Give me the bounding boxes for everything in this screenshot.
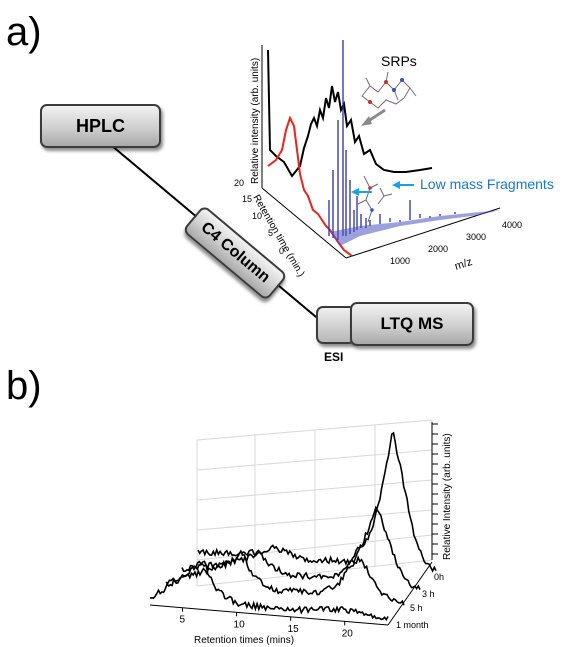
fragment-arrow-left xyxy=(351,188,372,196)
mz-tick-label: 2000 xyxy=(428,244,448,254)
mz-tick-label: 4000 xyxy=(502,220,522,230)
mz-tick-label: 3000 xyxy=(466,232,486,242)
fragment-arrow-right xyxy=(392,181,414,189)
chromatogram-series xyxy=(149,431,437,622)
retention-tick-label: 15 xyxy=(242,194,252,204)
time-tick-label: 15 xyxy=(288,624,300,635)
intensity-axis-label-b: Relative Intensity (arb. units) xyxy=(442,433,453,560)
depth-tick-label: 3 h xyxy=(422,589,435,599)
ltq-ms-box: LTQ MS xyxy=(350,302,474,346)
panel-b-label: b) xyxy=(6,364,42,408)
spectrum-axes xyxy=(261,45,501,259)
time-axis-label: Retention times (mins) xyxy=(194,635,294,646)
time-axis xyxy=(149,604,389,626)
retention-tick-label: 20 xyxy=(234,178,244,188)
depth-axis xyxy=(387,561,433,626)
panel-a-label: a) xyxy=(6,10,42,54)
depth-tick-label: 5 h xyxy=(410,603,423,613)
series-line xyxy=(197,431,437,573)
srp-molecule-icon xyxy=(361,71,417,109)
intensity-axis-label: Relative intensity (arb. units) xyxy=(250,58,261,184)
time-tick-label: 20 xyxy=(342,628,354,639)
esi-label: ESI xyxy=(324,350,344,364)
mz-axis-label: m/z xyxy=(453,256,474,273)
srp-arrow-head xyxy=(361,116,372,126)
time-tick-label: 10 xyxy=(234,619,246,630)
intensity-ticks xyxy=(432,423,438,555)
series-line xyxy=(149,560,389,622)
spectrum-baseline xyxy=(330,210,500,246)
time-ticks: 5 10 15 20 xyxy=(179,607,354,639)
retention-tick-label: 0 xyxy=(279,246,284,256)
retention-tick-label: 5 xyxy=(268,228,273,238)
mz-ticks: 1000 2000 3000 4000 xyxy=(390,220,522,266)
chromatogram-trace xyxy=(267,49,433,178)
srps-label: SRPs xyxy=(381,53,417,69)
hplc-box: HPLC xyxy=(40,104,161,148)
series-line xyxy=(181,505,421,591)
retention-tick-label: 10 xyxy=(252,211,262,221)
depth-ticks: 0h 3 h 5 h 1 month xyxy=(396,572,444,630)
depth-tick-label: 0h xyxy=(434,572,444,582)
time-tick-label: 5 xyxy=(179,615,185,626)
series-line xyxy=(165,549,405,606)
fragments-label: Low mass Fragments xyxy=(420,176,554,192)
mz-tick-label: 1000 xyxy=(390,256,410,266)
fragment-molecule-icon xyxy=(357,175,393,223)
depth-tick-label: 1 month xyxy=(396,620,429,630)
mass-spectrum xyxy=(328,40,456,240)
chart-grid xyxy=(196,419,433,587)
